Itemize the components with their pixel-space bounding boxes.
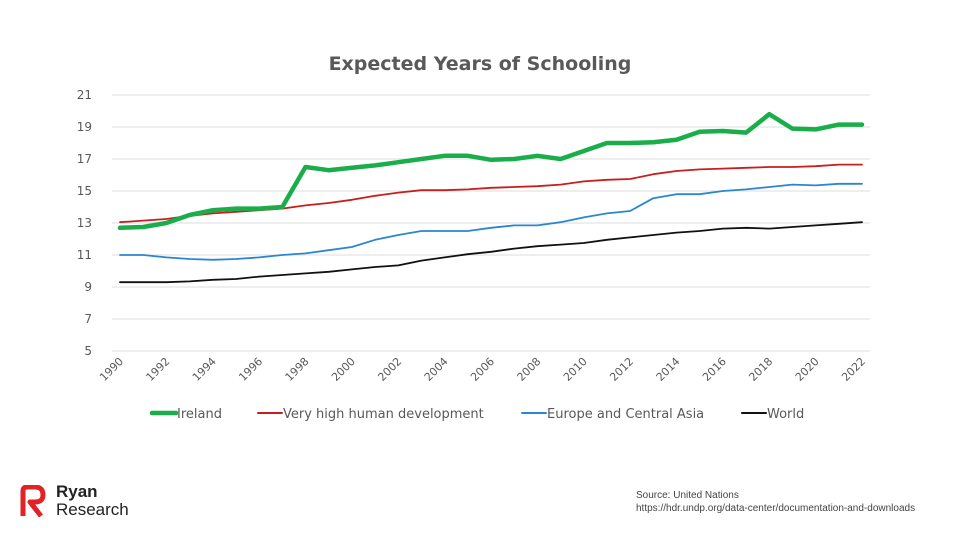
x-tick-label: 2012 [607, 355, 636, 384]
y-tick-label: 7 [84, 312, 92, 326]
source-note: Source: United Nations https://hdr.undp.… [636, 489, 915, 515]
y-tick-label: 5 [84, 344, 92, 358]
x-tick-label: 2006 [468, 355, 497, 384]
source-url: https://hdr.undp.org/data-center/documen… [636, 503, 916, 514]
legend-item: Very high human development [257, 407, 484, 422]
legend-item: Ireland [149, 407, 222, 422]
x-tick-label: 2022 [839, 355, 868, 384]
x-tick-label: 2018 [746, 355, 775, 384]
y-tick-label: 15 [77, 184, 92, 198]
source-line: Source: United Nations [636, 490, 739, 501]
y-axis-ticks: 5 7 9 11 13 15 17 19 21 [77, 88, 92, 358]
legend: Ireland Very high human development Europe… [149, 407, 804, 422]
legend-label: Europe and Central Asia [547, 407, 704, 422]
series-lines [117, 111, 865, 284]
y-tick-label: 11 [77, 248, 92, 262]
legend-label: Ireland [177, 407, 222, 422]
gridlines [112, 94, 870, 352]
y-tick-label: 13 [77, 216, 92, 230]
legend-item: Europe and Central Asia [521, 407, 704, 422]
x-tick-label: 1996 [236, 355, 265, 384]
y-tick-label: 9 [84, 280, 92, 294]
x-tick-label: 2008 [515, 355, 544, 384]
logo-line-1: Ryan [56, 482, 98, 501]
chart-title: Expected Years of Schooling [329, 53, 632, 75]
x-tick-label: 1992 [144, 355, 173, 384]
y-tick-label: 17 [77, 152, 92, 166]
x-tick-label: 2010 [561, 355, 590, 384]
series-line-ireland [117, 111, 865, 231]
series-line-world [119, 221, 863, 284]
ryan-research-logo: Ryan Research [20, 483, 129, 519]
series-line-very-high-human-development [119, 163, 863, 224]
logo-text: Ryan Research [56, 483, 129, 519]
y-tick-label: 21 [77, 88, 92, 102]
x-tick-label: 2000 [329, 355, 358, 384]
y-tick-label: 19 [77, 120, 92, 134]
x-tick-label: 1990 [97, 355, 126, 384]
x-tick-label: 2014 [654, 355, 683, 384]
x-tick-label: 2004 [422, 355, 451, 384]
line-chart: Expected Years of Schooling 5 7 9 11 13 15 17 1… [77, 53, 870, 422]
x-tick-label: 1994 [190, 355, 219, 384]
r-logo-icon [20, 485, 46, 517]
x-tick-label: 2016 [700, 355, 729, 384]
x-tick-label: 2002 [375, 355, 404, 384]
x-tick-label: 1998 [283, 355, 312, 384]
x-axis-ticks: 1990 1992 1994 1996 1998 2000 2002 2004 2006 2008… [97, 355, 868, 384]
legend-label: World [767, 407, 804, 422]
x-tick-label: 2020 [793, 355, 822, 384]
legend-item: World [741, 407, 804, 422]
logo-line-2: Research [56, 500, 129, 519]
legend-label: Very high human development [283, 407, 484, 422]
series-line-europe-and-central-asia [119, 182, 863, 261]
